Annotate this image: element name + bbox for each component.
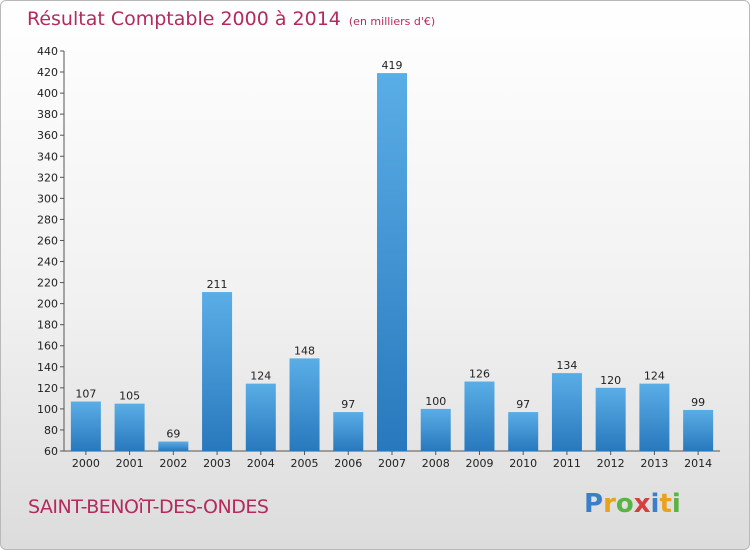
data-label-2008: 100	[425, 395, 446, 408]
data-label-2010: 97	[516, 398, 530, 411]
logo-letter: i	[671, 489, 681, 519]
y-tick-label: 300	[37, 192, 58, 205]
y-tick-label: 80	[44, 424, 58, 437]
bar-2007	[377, 73, 407, 452]
bar-2011	[551, 373, 582, 451]
bar-2008	[420, 408, 451, 451]
x-tick-label-2004: 2004	[247, 457, 275, 470]
x-tick-label-2002: 2002	[159, 457, 187, 470]
x-tick-label-2014: 2014	[684, 457, 712, 470]
y-tick-label: 400	[37, 87, 58, 100]
y-tick-label: 380	[37, 108, 58, 121]
data-label-2003: 211	[207, 278, 228, 291]
y-tick-label: 160	[37, 340, 58, 353]
x-tick-label-2003: 2003	[203, 457, 231, 470]
chart-title: Résultat Comptable 2000 à 2014 (en millie…	[27, 8, 435, 30]
y-tick-label: 60	[44, 445, 58, 458]
data-label-2006: 97	[341, 398, 355, 411]
bar-2009	[464, 381, 495, 451]
y-tick-label: 200	[37, 298, 58, 311]
y-tick-label: 100	[37, 403, 58, 416]
bar-series: 107 105 69 211 124 148 97 419 100 126 97 134 120 124 9…	[70, 59, 714, 452]
x-tick-label-2013: 2013	[640, 457, 668, 470]
y-tick-label: 360	[37, 129, 58, 142]
data-label-2013: 124	[644, 370, 665, 383]
y-tick-label: 440	[37, 45, 58, 58]
x-tick-label-2000: 2000	[72, 457, 100, 470]
bar-2013	[639, 383, 670, 451]
data-label-2000: 107	[75, 388, 96, 401]
data-label-2005: 148	[294, 344, 315, 357]
commune-name: SAINT-BENOîT-DES-ONDES	[28, 496, 269, 518]
bar-2010	[508, 412, 539, 451]
x-tick-label-2001: 2001	[116, 457, 144, 470]
logo-letter: t	[659, 489, 672, 519]
x-tick-label-2009: 2009	[465, 457, 493, 470]
y-tick-label: 140	[37, 361, 58, 374]
data-label-2007: 419	[382, 59, 403, 72]
data-label-2001: 105	[119, 390, 140, 403]
data-label-2009: 126	[469, 368, 490, 381]
bar-2001	[114, 403, 145, 451]
proxiti-logo: Proxiti	[584, 489, 681, 519]
y-tick-label: 180	[37, 319, 58, 332]
data-label-2014: 99	[691, 396, 705, 409]
y-tick-label: 220	[37, 277, 58, 290]
y-tick-label: 240	[37, 256, 58, 269]
logo-letter: P	[584, 489, 604, 519]
data-label-2002: 69	[166, 428, 180, 441]
y-axis: 60 80 100 120 140 160 180 200 220 240 260 280 300 320…	[37, 45, 65, 458]
x-tick-label-2011: 2011	[553, 457, 581, 470]
bar-2000	[70, 401, 101, 451]
logo-letter: x	[633, 489, 651, 519]
data-label-2004: 124	[250, 370, 271, 383]
y-tick-label: 260	[37, 234, 58, 247]
bar-2012	[595, 387, 626, 451]
logo-letter: r	[603, 489, 616, 519]
bar-2006	[333, 412, 364, 451]
chart-title-unit: (en milliers d'€)	[348, 15, 436, 28]
bar-2014	[683, 409, 714, 451]
x-axis: 2000 2001 2002 2003 2004 2005 2006 2007 2008 2009…	[64, 450, 720, 470]
y-tick-label: 280	[37, 213, 58, 226]
bar-2003	[202, 292, 233, 451]
logo-letter: o	[615, 489, 634, 519]
x-tick-label-2008: 2008	[422, 457, 450, 470]
y-tick-label: 340	[37, 150, 58, 163]
y-tick-label: 420	[37, 66, 58, 79]
bar-2004	[245, 383, 276, 451]
x-tick-label-2005: 2005	[291, 457, 319, 470]
data-label-2011: 134	[556, 359, 577, 372]
logo-letter: i	[650, 489, 660, 519]
y-tick-label: 120	[37, 382, 58, 395]
x-tick-label-2007: 2007	[378, 457, 406, 470]
x-tick-label-2010: 2010	[509, 457, 537, 470]
y-tick-label: 320	[37, 171, 58, 184]
chart-title-main: Résultat Comptable 2000 à 2014	[27, 8, 341, 30]
data-label-2012: 120	[600, 374, 621, 387]
x-tick-label-2006: 2006	[334, 457, 362, 470]
bar-2002	[158, 441, 189, 451]
bar-2005	[289, 358, 320, 451]
x-tick-label-2012: 2012	[597, 457, 625, 470]
